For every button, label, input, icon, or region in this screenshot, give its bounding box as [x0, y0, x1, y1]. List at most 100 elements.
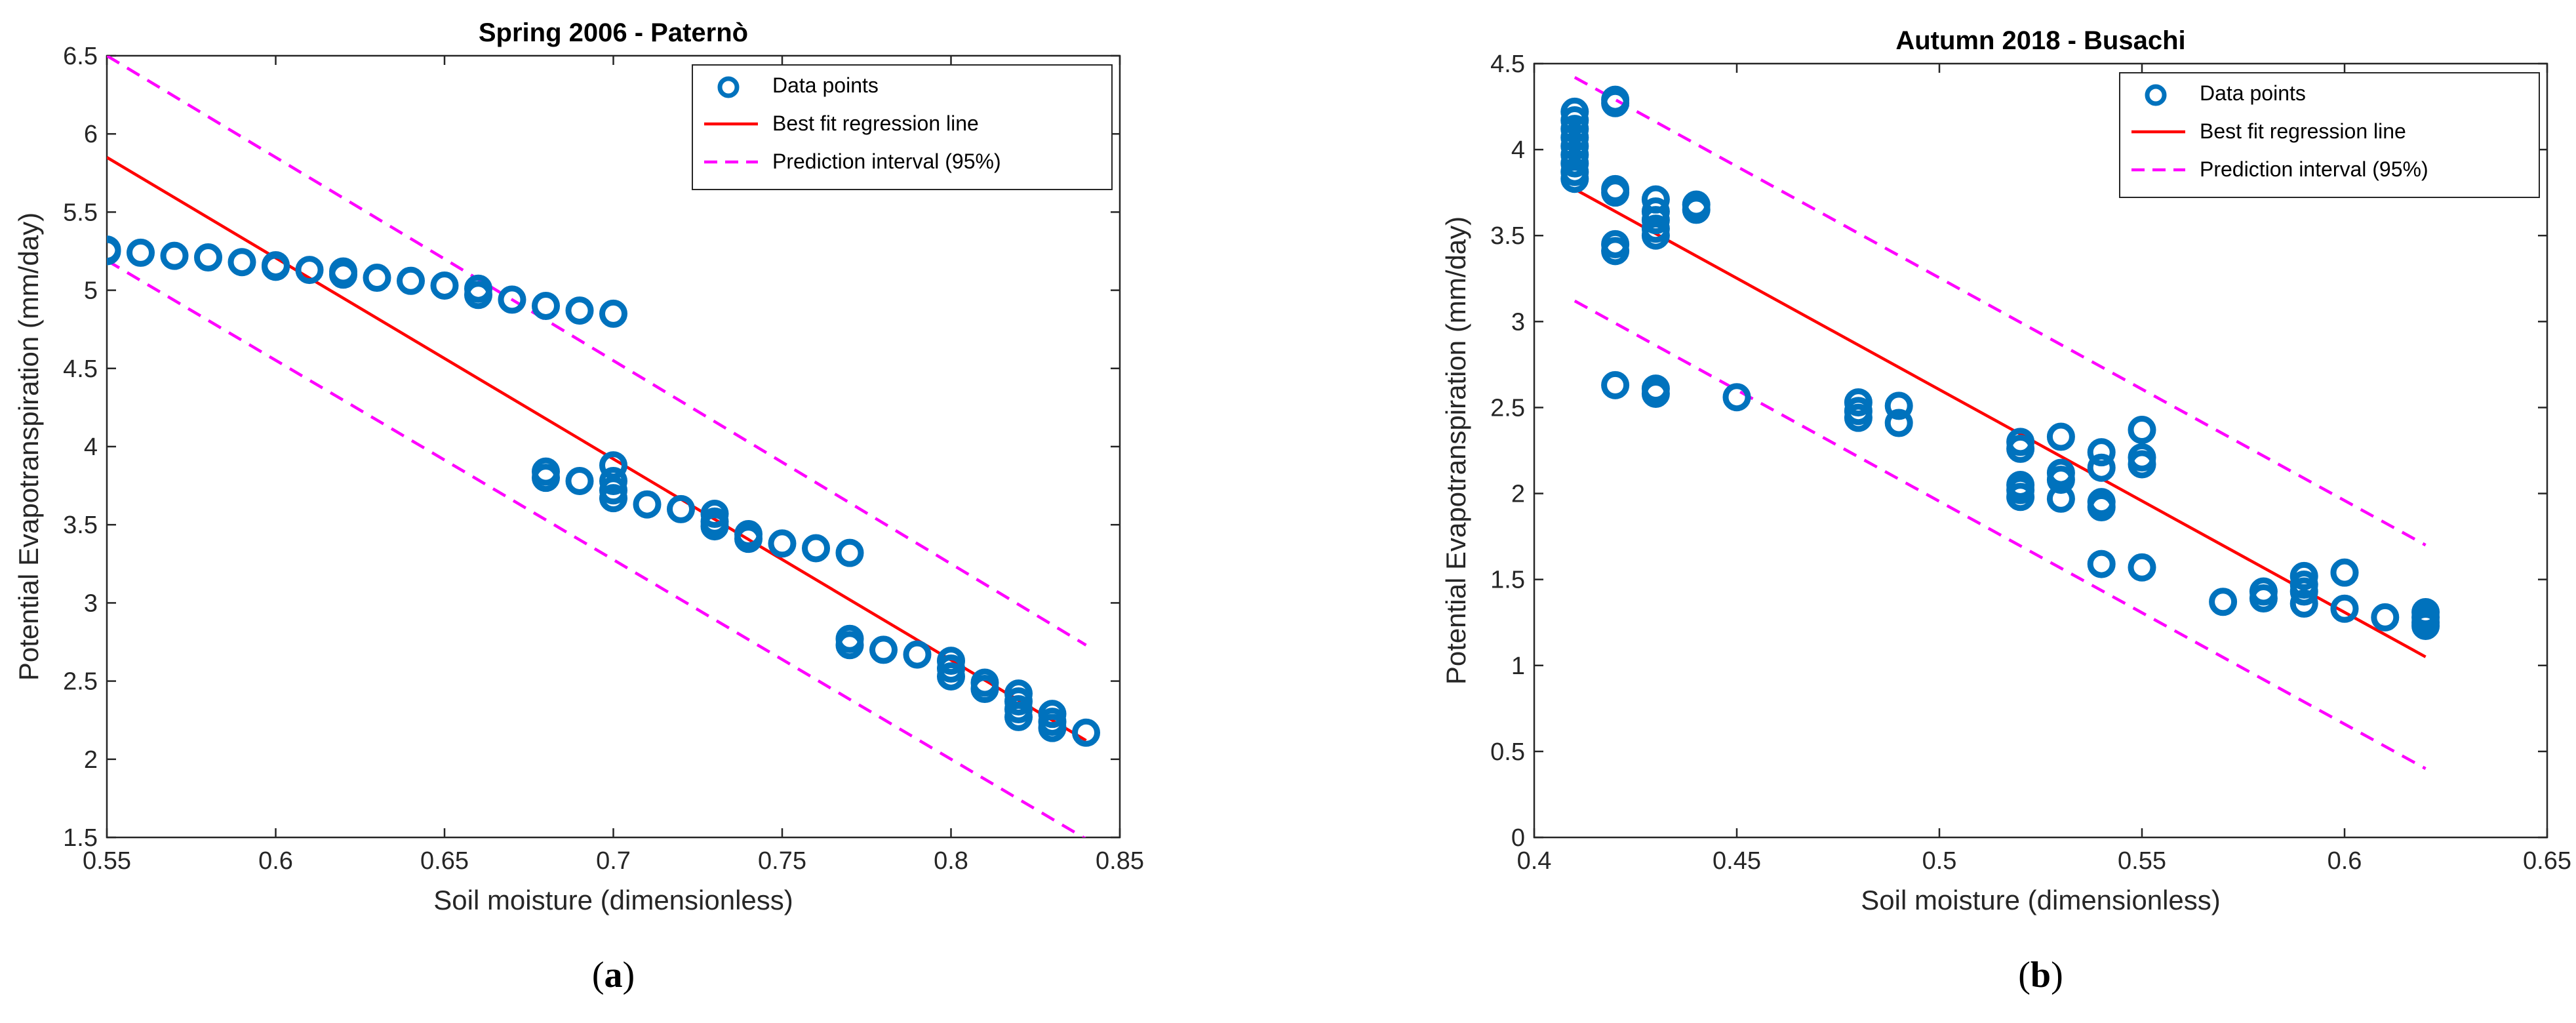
x-tick-label: 0.45 [1713, 847, 1761, 875]
data-point [2411, 611, 2440, 640]
data-point [2046, 484, 2075, 513]
legend-entry: Data points [2200, 81, 2306, 105]
data-point [2006, 483, 2035, 512]
data-point [532, 291, 560, 320]
x-tick-label: 0.85 [1096, 847, 1144, 875]
data-point [869, 635, 898, 664]
data-point [2087, 550, 2116, 578]
data-point [498, 285, 526, 314]
data-point [532, 464, 560, 492]
data-point [734, 525, 763, 553]
data-point [835, 631, 864, 660]
data-point [228, 248, 256, 277]
data-point [1884, 409, 1913, 437]
x-tick-label: 0.7 [596, 847, 631, 875]
data-point [2128, 553, 2156, 582]
y-tick-label: 6 [84, 121, 98, 148]
panel-caption: (a) [592, 955, 635, 995]
chart-2: 0.4 0.45 0.5 0.55 0.6 0.65 0 0.5 1 1.5 2 2.5 3 3.5 4 4.… [1440, 26, 2571, 995]
y-tick-label: 4.5 [1490, 50, 1525, 78]
legend-marker-points [717, 76, 740, 98]
legend-entry: Data points [772, 73, 879, 97]
data-point [2289, 589, 2318, 618]
data-point [599, 466, 627, 495]
x-tick-label: 0.5 [1922, 847, 1957, 875]
plot-series [1560, 76, 2440, 771]
data-point [2046, 422, 2075, 451]
data-point [633, 490, 662, 519]
y-tick-label: 3 [84, 590, 98, 617]
prediction-interval-line [1574, 76, 2427, 547]
data-point [329, 260, 357, 289]
data-point [295, 256, 324, 285]
y-tick-label: 5 [84, 277, 98, 305]
data-point [363, 264, 391, 292]
y-tick-label: 1.5 [1490, 567, 1525, 594]
legend: Data points Best fit regression line Predi… [2119, 72, 2540, 198]
data-point [1601, 371, 1630, 399]
data-point [1560, 165, 1589, 193]
data-point [2087, 493, 2116, 522]
data-point [1682, 195, 1711, 224]
data-point [2289, 577, 2318, 606]
data-point [1884, 391, 1913, 420]
data-point [565, 296, 594, 325]
x-tick-label: 0.75 [758, 847, 806, 875]
x-tick-label: 0.6 [258, 847, 293, 875]
data-point [2046, 466, 2075, 494]
plot-series [107, 56, 1100, 837]
panel-caption: (b) [2018, 955, 2063, 995]
x-tick-label: 0.8 [934, 847, 968, 875]
data-point [1072, 718, 1100, 747]
data-point [2249, 584, 2278, 613]
y-tick-label: 2.5 [1490, 394, 1525, 422]
data-point [464, 281, 492, 310]
data-point [2330, 558, 2359, 587]
x-axis-label: Soil moisture (dimensionless) [1861, 885, 2221, 915]
data-point [2006, 434, 2035, 463]
y-tick-label: 0.5 [1490, 738, 1525, 766]
data-point [802, 534, 830, 563]
data-point [599, 484, 627, 513]
y-tick-label: 4 [1511, 136, 1525, 164]
data-point [1004, 702, 1033, 731]
data-point [1844, 403, 1873, 432]
legend-marker-points [2145, 84, 2167, 106]
chart-title: Autumn 2018 - Busachi [1895, 26, 2185, 55]
y-tick-label: 4 [84, 433, 98, 461]
data-point [2371, 603, 2400, 632]
y-tick-label: 2.5 [63, 668, 98, 696]
prediction-interval-line [107, 56, 1087, 647]
data-point [565, 466, 594, 495]
data-point [194, 243, 222, 272]
data-point [2330, 594, 2359, 623]
legend-entry: Prediction interval (95%) [2200, 157, 2428, 181]
data-point [262, 252, 290, 281]
data-point [2128, 450, 2156, 479]
prediction-interval-line [107, 259, 1086, 837]
data-point [1601, 89, 1630, 117]
data-point [970, 675, 999, 704]
y-tick-label: 1.5 [63, 824, 98, 852]
y-tick-label: 6.5 [63, 43, 98, 70]
data-point [2087, 453, 2116, 482]
legend-box [692, 64, 1113, 190]
legend: Data points Best fit regression line Predi… [692, 64, 1113, 190]
data-point [1601, 237, 1630, 266]
x-tick-label: 0.6 [2328, 847, 2362, 875]
legend-entry: Best fit regression line [2200, 119, 2406, 143]
y-tick-label: 3.5 [63, 512, 98, 539]
y-tick-label: 4.5 [63, 355, 98, 383]
data-point [937, 662, 965, 691]
prediction-interval-line [1574, 299, 2427, 771]
data-point [599, 299, 627, 328]
data-point [667, 494, 695, 523]
x-tick-label: 0.65 [420, 847, 469, 875]
data-point [700, 512, 729, 541]
data-point [768, 529, 797, 558]
data-point [127, 238, 155, 267]
y-tick-label: 0 [1511, 824, 1525, 852]
data-point [1722, 383, 1751, 412]
y-tick-label: 3 [1511, 308, 1525, 336]
